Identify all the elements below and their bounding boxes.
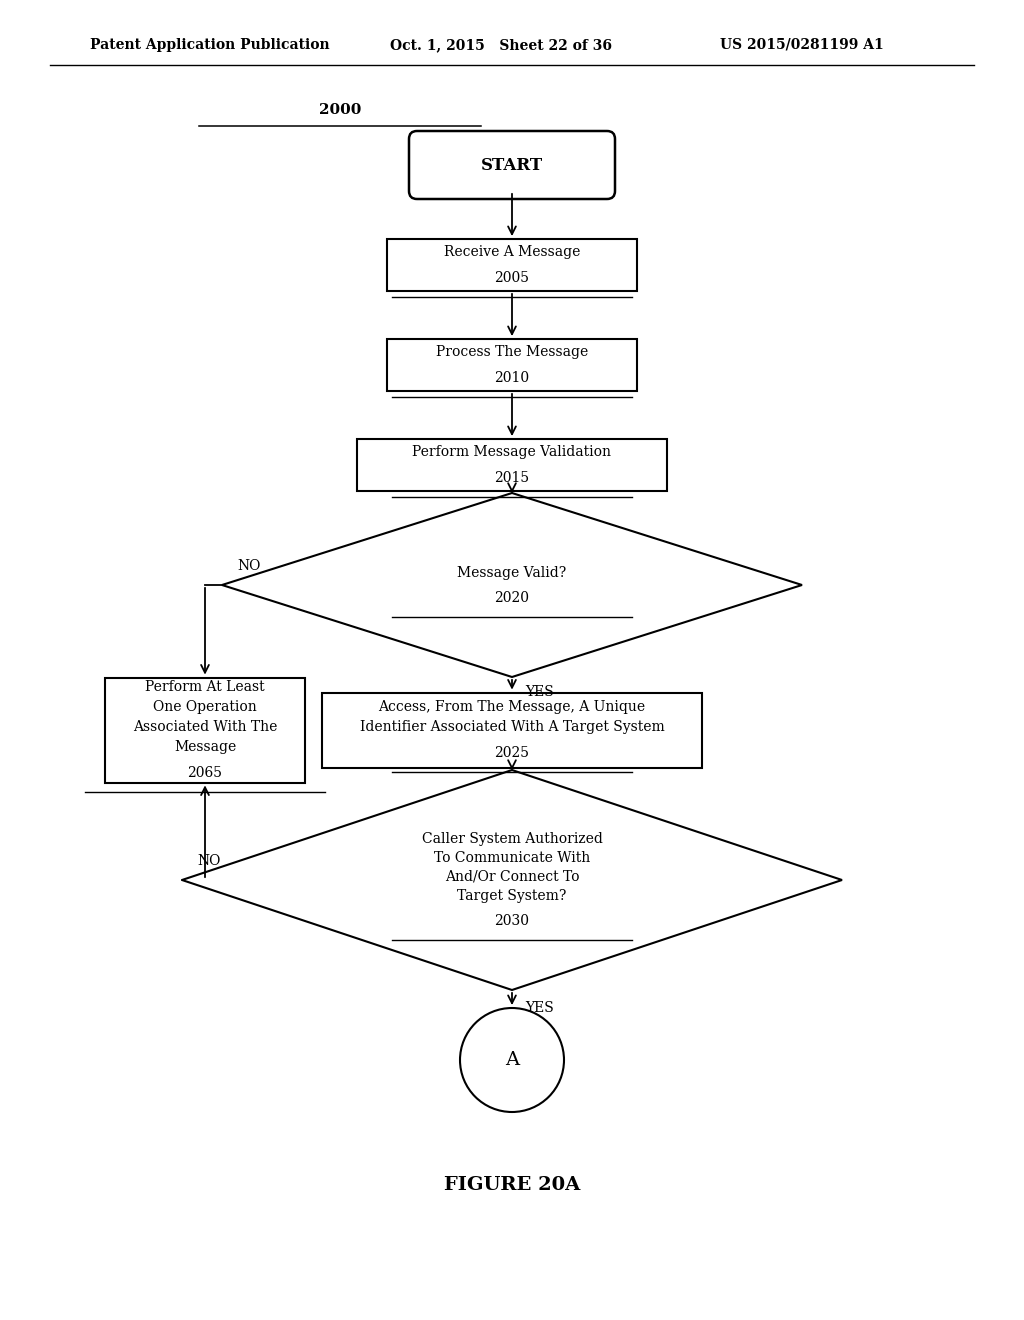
- Text: Receive A Message: Receive A Message: [443, 246, 581, 259]
- Text: FIGURE 20A: FIGURE 20A: [443, 1176, 581, 1195]
- Text: To Communicate With: To Communicate With: [434, 851, 590, 865]
- Text: Associated With The: Associated With The: [133, 719, 278, 734]
- Text: Message Valid?: Message Valid?: [458, 565, 566, 579]
- Bar: [387, 239, 637, 290]
- Polygon shape: [222, 492, 802, 677]
- Text: 2000: 2000: [318, 103, 361, 117]
- Text: 2010: 2010: [495, 371, 529, 385]
- Text: 2020: 2020: [495, 590, 529, 605]
- Text: 2030: 2030: [495, 913, 529, 928]
- Text: And/Or Connect To: And/Or Connect To: [444, 870, 580, 884]
- Text: NO: NO: [197, 854, 220, 869]
- Text: Perform At Least: Perform At Least: [145, 680, 265, 694]
- Text: Oct. 1, 2015   Sheet 22 of 36: Oct. 1, 2015 Sheet 22 of 36: [390, 38, 612, 51]
- Text: 2015: 2015: [495, 471, 529, 484]
- FancyBboxPatch shape: [409, 131, 615, 199]
- Text: YES: YES: [525, 685, 554, 700]
- Bar: [357, 440, 667, 491]
- Text: Access, From The Message, A Unique: Access, From The Message, A Unique: [379, 700, 645, 714]
- Text: Identifier Associated With A Target System: Identifier Associated With A Target Syst…: [359, 719, 665, 734]
- Bar: [105, 677, 305, 783]
- Text: 2005: 2005: [495, 271, 529, 285]
- Text: A: A: [505, 1051, 519, 1069]
- Text: Caller System Authorized: Caller System Authorized: [422, 832, 602, 846]
- Text: Message: Message: [174, 741, 237, 754]
- Bar: [322, 693, 702, 767]
- Circle shape: [460, 1008, 564, 1111]
- Text: 2065: 2065: [187, 766, 222, 780]
- Text: Process The Message: Process The Message: [436, 345, 588, 359]
- Bar: [387, 339, 637, 391]
- Text: Perform Message Validation: Perform Message Validation: [413, 445, 611, 459]
- Text: Target System?: Target System?: [458, 888, 566, 903]
- Text: Patent Application Publication: Patent Application Publication: [90, 38, 330, 51]
- Text: One Operation: One Operation: [154, 700, 257, 714]
- Text: YES: YES: [525, 1001, 554, 1015]
- Text: 2025: 2025: [495, 746, 529, 760]
- Text: NO: NO: [237, 558, 260, 573]
- Text: US 2015/0281199 A1: US 2015/0281199 A1: [720, 38, 884, 51]
- Text: START: START: [481, 157, 543, 173]
- Polygon shape: [182, 770, 842, 990]
